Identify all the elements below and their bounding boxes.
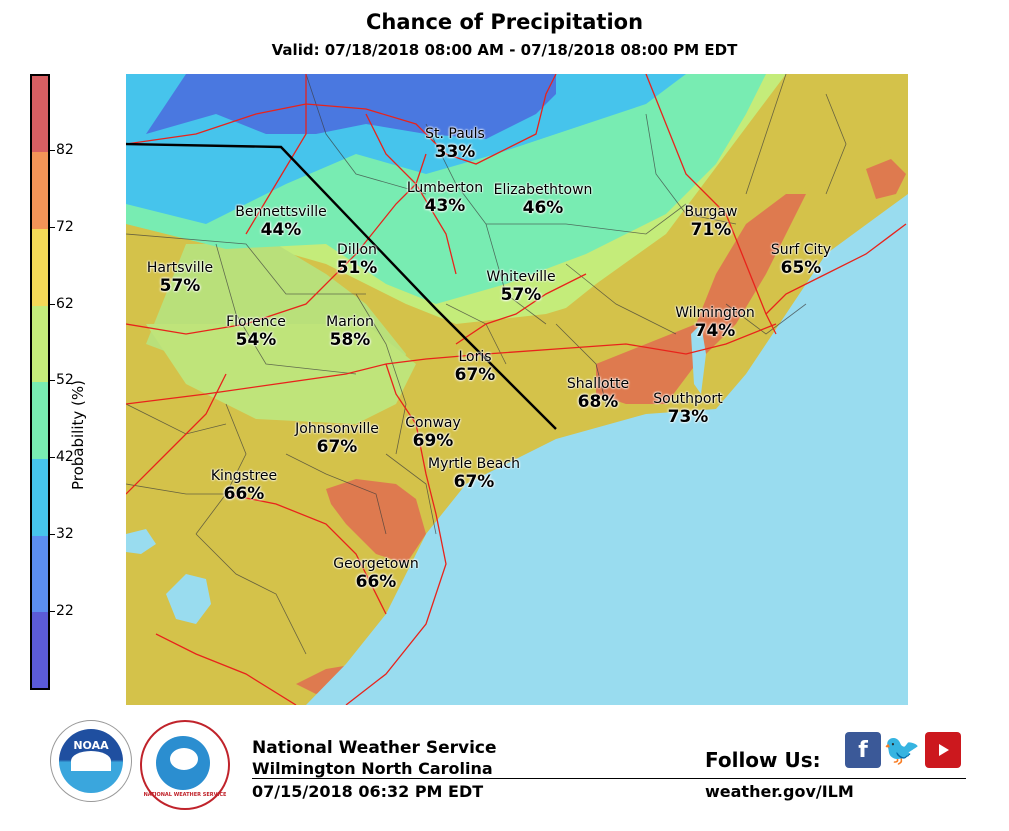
city-name: Hartsville [146,260,214,276]
city-probability: 51% [336,258,378,278]
city-probability: 65% [780,258,822,278]
office-name: National Weather Service [252,738,497,758]
city-label: St. Pauls 33% [385,126,525,162]
city-name: Conway [405,415,461,431]
city-label: Southport 73% [618,391,758,427]
city-probability: 46% [522,198,564,218]
probability-legend [30,74,50,690]
city-label: Hartsville 57% [110,260,250,296]
legend-axis-label: Probability (%) [69,379,87,491]
city-name: Florence [226,314,286,330]
legend-tick-52: 52 [56,372,74,388]
city-probability: 68% [577,392,619,412]
city-probability: 44% [260,220,302,240]
city-name: Elizabethtown [493,182,593,198]
city-probability: 74% [694,321,736,341]
city-label: Marion 58% [280,314,420,350]
city-label: Kingstree 66% [174,468,314,504]
city-probability: 67% [454,365,496,385]
facebook-icon[interactable]: f [845,732,881,768]
legend-tick-62: 62 [56,296,74,312]
website-link[interactable]: weather.gov/ILM [705,782,854,801]
city-name: Surf City [770,242,832,258]
follow-us-label: Follow Us: [705,748,821,772]
city-name: Southport [653,391,723,407]
city-label: Bennettsville 44% [211,204,351,240]
city-label: Elizabethtown 46% [473,182,613,218]
map-graphic [126,74,908,705]
city-name: Bennettsville [235,204,327,220]
city-label: Wilmington 74% [645,305,785,341]
city-label: Burgaw 71% [641,204,781,240]
city-label: Shallotte 68% [528,376,668,412]
youtube-icon[interactable] [925,732,961,768]
city-name: Shallotte [566,376,630,392]
city-probability: 57% [500,285,542,305]
city-name: Marion [326,314,374,330]
noaa-text: NOAA [73,739,109,752]
city-probability: 71% [690,220,732,240]
city-name: Loris [458,349,492,365]
city-name: Lumberton [406,180,484,196]
city-label: Lumberton 43% [375,180,515,216]
city-label: Whiteville 57% [451,269,591,305]
issued-time: 07/15/2018 06:32 PM EDT [252,782,484,801]
city-label: Dillon 51% [287,242,427,278]
city-name: Georgetown [333,556,419,572]
nws-seal-text: NATIONAL WEATHER SERVICE [143,792,227,798]
city-name: Wilmington [675,305,755,321]
city-name: Myrtle Beach [428,456,520,472]
city-label: Myrtle Beach 67% [404,456,544,492]
noaa-logo: NOAA [50,720,132,802]
nws-logo: NATIONAL WEATHER SERVICE [140,720,230,810]
city-label: Georgetown 66% [306,556,446,592]
city-probability: 69% [412,431,454,451]
city-label: Conway 69% [363,415,503,451]
legend-tick-42: 42 [56,449,74,465]
city-probability: 57% [159,276,201,296]
city-label: Surf City 65% [731,242,871,278]
city-probability: 66% [355,572,397,592]
city-name: St. Pauls [425,126,485,142]
city-probability: 54% [235,330,277,350]
legend-tick-32: 32 [56,526,74,542]
map-title: Chance of Precipitation [365,10,644,34]
city-name: Johnsonville [295,421,379,437]
legend-tick-22: 22 [56,603,74,619]
city-probability: 67% [316,437,358,457]
legend-tick-82: 82 [56,142,74,158]
city-name: Whiteville [486,269,556,285]
city-label: Johnsonville 67% [267,421,407,457]
footer-divider [252,778,966,779]
valid-period: Valid: 07/18/2018 08:00 AM - 07/18/2018 … [271,41,738,59]
city-name: Dillon [337,242,377,258]
city-label: Florence 54% [186,314,326,350]
city-name: Kingstree [210,468,278,484]
twitter-icon[interactable]: 🐦 [883,732,921,768]
city-probability: 67% [453,472,495,492]
city-label: Loris 67% [405,349,545,385]
office-location: Wilmington North Carolina [252,759,493,778]
city-probability: 43% [424,196,466,216]
city-probability: 58% [329,330,371,350]
city-name: Burgaw [684,204,738,220]
city-probability: 33% [434,142,476,162]
city-probability: 73% [667,407,709,427]
precipitation-map [126,74,908,705]
city-probability: 66% [223,484,265,504]
legend-tick-72: 72 [56,219,74,235]
